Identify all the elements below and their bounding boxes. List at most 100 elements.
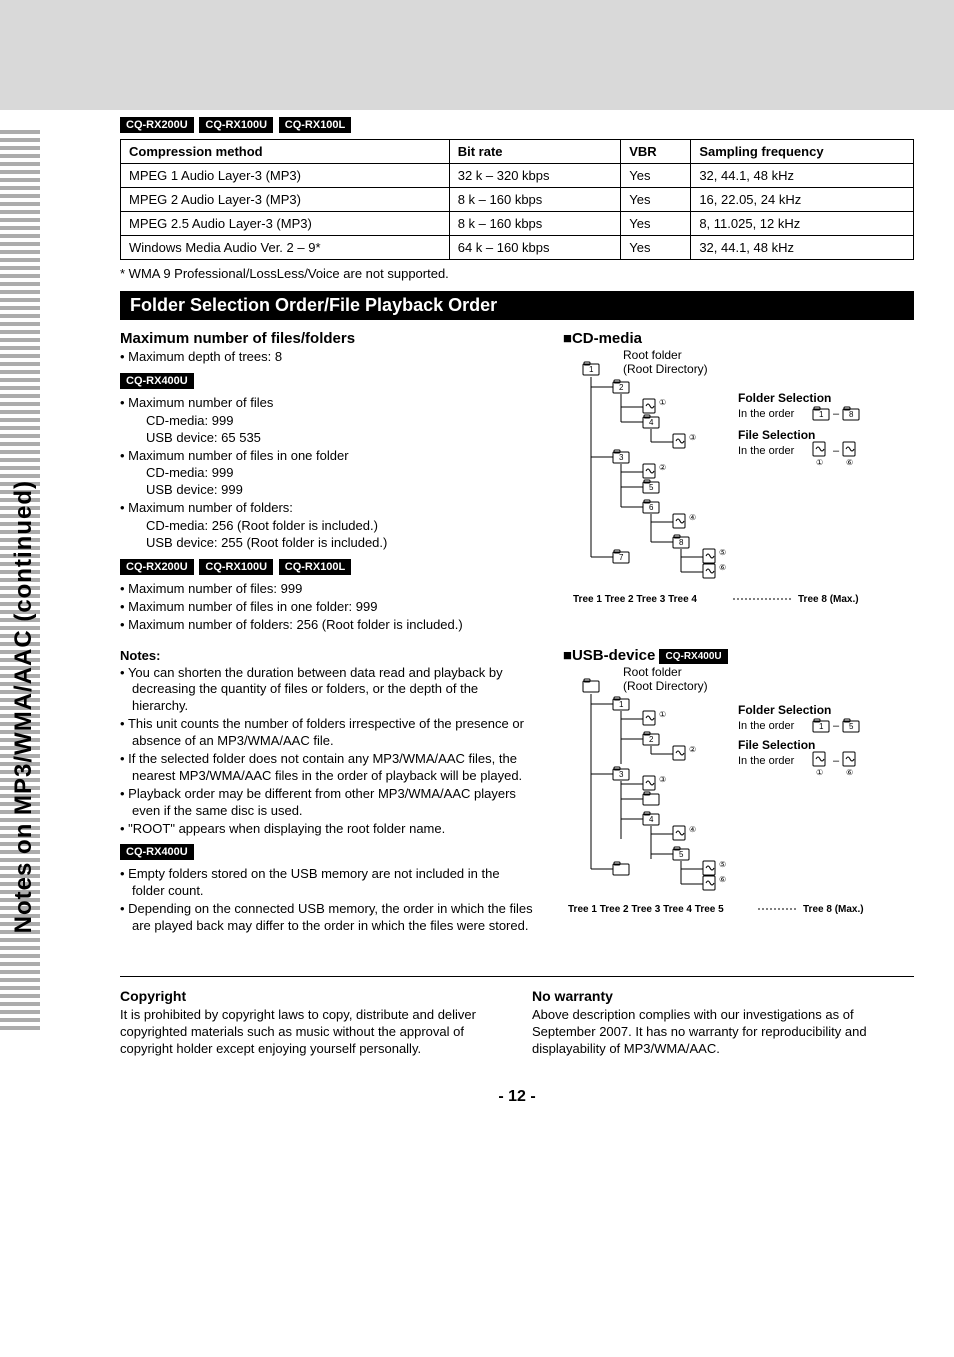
svg-text:2: 2: [619, 383, 624, 392]
svg-text:2: 2: [649, 735, 654, 744]
svg-text:④: ④: [689, 825, 696, 834]
svg-text:Tree 8 (Max.): Tree 8 (Max.): [798, 594, 859, 605]
svg-text:③: ③: [689, 433, 696, 442]
side-tab: Notes on MP3/WMA/AAC (continued): [10, 480, 38, 933]
svg-text:⑥: ⑥: [719, 563, 726, 572]
list-item: Maximum depth of trees: 8: [120, 349, 533, 366]
model-badge: CQ-RX200U: [120, 559, 194, 575]
nested-value: USB device: 65 535: [120, 430, 533, 447]
svg-text:③: ③: [659, 775, 666, 784]
file-sel-label: File Selection: [738, 428, 815, 442]
top-badge-row: CQ-RX200U CQ-RX100U CQ-RX100L: [120, 116, 914, 133]
warranty-heading: No warranty: [532, 987, 914, 1005]
svg-text:–: –: [833, 755, 840, 767]
cd-tree-diagram: Root folder (Root Directory) 1 2 ① 4 ③ 3: [563, 347, 914, 627]
svg-text:8: 8: [849, 410, 854, 419]
th-sampling: Sampling frequency: [691, 140, 914, 164]
root-dir-label: (Root Directory): [623, 362, 708, 376]
th-compression: Compression method: [121, 140, 450, 164]
th-vbr: VBR: [621, 140, 691, 164]
table-row: Windows Media Audio Ver. 2 – 9*64 k – 16…: [121, 236, 914, 260]
list-item: Maximum number of files in one folder: 9…: [120, 599, 533, 616]
svg-text:②: ②: [689, 745, 696, 754]
svg-text:File Selection: File Selection: [738, 738, 815, 752]
svg-text:①: ①: [659, 398, 666, 407]
svg-text:1: 1: [589, 365, 594, 374]
model-badge: CQ-RX100U: [199, 117, 273, 133]
model-badge: CQ-RX200U: [120, 117, 194, 133]
list-item: Maximum number of folders:: [120, 500, 533, 517]
list-item: "ROOT" appears when displaying the root …: [120, 821, 533, 838]
svg-text:In the order: In the order: [738, 408, 795, 420]
page-number: - 12 -: [120, 1088, 914, 1126]
svg-text:④: ④: [689, 513, 696, 522]
list-item: You can shorten the duration between dat…: [120, 665, 533, 716]
svg-text:②: ②: [659, 463, 666, 472]
svg-text:Tree 1 Tree 2 Tree 3 Tree 4: Tree 1 Tree 2 Tree 3 Tree 4 Tree 5: [568, 904, 724, 915]
divider: [120, 976, 914, 977]
svg-text:Tree 8 (Max.): Tree 8 (Max.): [803, 904, 864, 915]
svg-text:–: –: [833, 445, 840, 457]
section-heading: Folder Selection Order/File Playback Ord…: [120, 291, 914, 320]
copyright-text: It is prohibited by copyright laws to co…: [120, 1007, 502, 1058]
spec-table: Compression method Bit rate VBR Sampling…: [120, 139, 914, 260]
svg-text:5: 5: [649, 483, 654, 492]
nested-value: USB device: 999: [120, 482, 533, 499]
svg-text:⑥: ⑥: [846, 768, 853, 777]
list-item: Maximum number of files in one folder: [120, 448, 533, 465]
copyright-heading: Copyright: [120, 987, 502, 1005]
model-badge: CQ-RX400U: [120, 844, 194, 860]
model-badge: CQ-RX100L: [279, 117, 352, 133]
svg-text:⑥: ⑥: [719, 875, 726, 884]
root-folder-label: Root folder: [623, 348, 682, 362]
svg-text:⑥: ⑥: [846, 458, 853, 467]
svg-text:In the order: In the order: [738, 755, 795, 767]
list-item: Maximum number of folders: 256 (Root fol…: [120, 617, 533, 634]
svg-text:8: 8: [679, 538, 684, 547]
model-badge: CQ-RX400U: [659, 649, 727, 664]
svg-text:5: 5: [679, 850, 684, 859]
svg-text:Folder Selection: Folder Selection: [738, 703, 831, 717]
list-item: Depending on the connected USB memory, t…: [120, 901, 533, 935]
table-row: MPEG 2 Audio Layer-3 (MP3)8 k – 160 kbps…: [121, 188, 914, 212]
svg-text:In the order: In the order: [738, 720, 795, 732]
list-item: Maximum number of files: 999: [120, 581, 533, 598]
svg-text:–: –: [833, 408, 840, 420]
svg-text:Tree 1 Tree 2 Tree 3 Tree 4: Tree 1 Tree 2 Tree 3 Tree 4: [573, 594, 697, 605]
th-bitrate: Bit rate: [449, 140, 621, 164]
nested-value: CD-media: 256 (Root folder is included.): [120, 518, 533, 535]
list-item: Playback order may be different from oth…: [120, 786, 533, 820]
svg-text:In the order: In the order: [738, 445, 795, 457]
model-badge: CQ-RX100U: [199, 559, 273, 575]
svg-text:4: 4: [649, 815, 654, 824]
svg-text:Root folder: Root folder: [623, 665, 682, 679]
nested-value: USB device: 255 (Root folder is included…: [120, 535, 533, 552]
svg-text:①: ①: [659, 710, 666, 719]
model-badge: CQ-RX100L: [279, 559, 352, 575]
svg-text:⑤: ⑤: [719, 548, 726, 557]
usb-device-heading: ■USB-device CQ-RX400U: [563, 647, 914, 664]
table-row: MPEG 1 Audio Layer-3 (MP3)32 k – 320 kbp…: [121, 164, 914, 188]
model-badge: CQ-RX400U: [120, 373, 194, 389]
svg-text:1: 1: [819, 410, 824, 419]
table-footnote: * WMA 9 Professional/LossLess/Voice are …: [120, 266, 914, 281]
list-item: Empty folders stored on the USB memory a…: [120, 866, 533, 900]
svg-text:–: –: [833, 720, 840, 732]
list-item: Maximum number of files: [120, 395, 533, 412]
max-files-heading: Maximum number of files/folders: [120, 330, 533, 347]
notes-heading: Notes:: [120, 648, 533, 663]
nested-value: CD-media: 999: [120, 465, 533, 482]
folder-sel-label: Folder Selection: [738, 391, 831, 405]
nested-value: CD-media: 999: [120, 413, 533, 430]
list-item: This unit counts the number of folders i…: [120, 716, 533, 750]
svg-text:6: 6: [649, 503, 654, 512]
cd-media-heading: ■CD-media: [563, 330, 914, 347]
svg-text:3: 3: [619, 770, 624, 779]
table-row: MPEG 2.5 Audio Layer-3 (MP3)8 k – 160 kb…: [121, 212, 914, 236]
svg-text:1: 1: [819, 722, 824, 731]
svg-text:①: ①: [816, 768, 823, 777]
svg-text:3: 3: [619, 453, 624, 462]
svg-text:7: 7: [619, 553, 624, 562]
warranty-text: Above description complies with our inve…: [532, 1007, 914, 1058]
svg-text:⑤: ⑤: [719, 860, 726, 869]
